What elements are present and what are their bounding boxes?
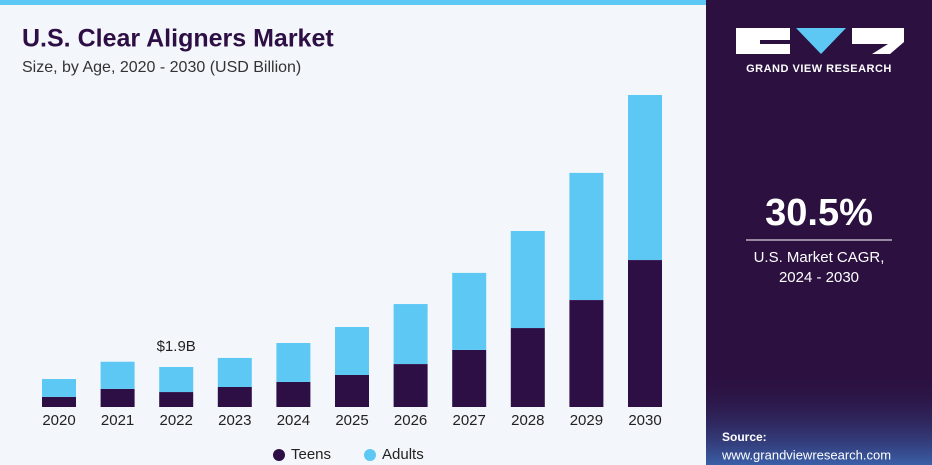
bar-segment (100, 388, 135, 407)
logo (736, 28, 904, 54)
bar-segment (628, 95, 662, 261)
x-tick-label: 2025 (335, 412, 368, 429)
logo-shape (852, 28, 904, 54)
source-label: Source: (722, 430, 767, 444)
bar-segment (393, 304, 428, 365)
bar-segment (569, 300, 604, 407)
x-tick-label: 2026 (394, 412, 427, 429)
cagr-value: 30.5% (765, 192, 873, 234)
bar-segment (335, 327, 369, 375)
x-tick-label: 2021 (101, 412, 134, 429)
bar-segment (276, 381, 311, 407)
sidebar-pattern (706, 370, 932, 465)
bar-segment (159, 367, 194, 393)
chart-title: U.S. Clear Aligners Market (22, 25, 334, 53)
bar-segment (510, 328, 545, 407)
x-tick-label: 2029 (570, 412, 603, 429)
bar-segment (452, 349, 487, 407)
x-tick-label: 2024 (277, 412, 310, 429)
bar-segment (510, 231, 545, 329)
legend-swatch (273, 449, 285, 461)
source-url: www.grandviewresearch.com (721, 447, 891, 462)
x-tick-label: 2030 (628, 412, 661, 429)
cagr-label: 2024 - 2030 (779, 269, 859, 286)
bar-segment (335, 375, 369, 407)
plot: 2020 2021 2022 2023 2024 2025 2026 2027 2028 2029… (42, 95, 662, 463)
top-stripe (0, 0, 706, 5)
brand: GRAND VIEW RESEARCH (746, 63, 892, 75)
legend-label: Adults (382, 446, 424, 463)
bar-segment (42, 396, 76, 407)
bar-segment (217, 357, 252, 387)
bar-segment (276, 343, 311, 382)
cagr-label: U.S. Market CAGR, (754, 249, 885, 266)
legend-swatch (364, 449, 376, 461)
bar-segment (100, 361, 135, 389)
bar-segment (628, 260, 662, 407)
x-tick-label: 2028 (511, 412, 544, 429)
logo-shape (736, 28, 790, 54)
annotation: $1.9B (157, 338, 196, 355)
bar-segment (42, 379, 76, 397)
legend-label: Teens (291, 446, 331, 463)
chart-subtitle: Size, by Age, 2020 - 2030 (USD Billion) (22, 59, 301, 76)
bar-segment (159, 392, 194, 407)
x-tick-label: 2023 (218, 412, 251, 429)
bar-segment (393, 364, 428, 407)
x-tick-label: 2027 (453, 412, 486, 429)
x-tick-label: 2022 (160, 412, 193, 429)
bar-segment (569, 172, 604, 301)
bar-segment (452, 272, 487, 350)
bar-segment (217, 387, 252, 407)
x-tick-label: 2020 (42, 412, 75, 429)
logo-shape (796, 28, 846, 54)
